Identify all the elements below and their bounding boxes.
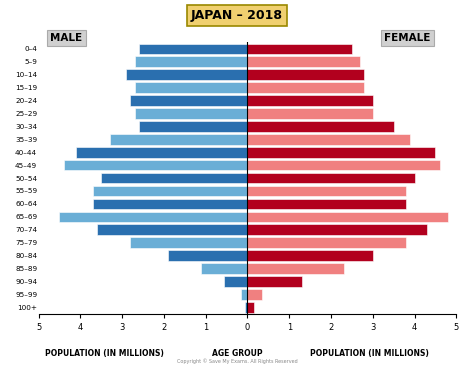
Bar <box>247 186 406 196</box>
Bar <box>247 134 410 145</box>
Bar <box>247 276 302 287</box>
Bar <box>135 82 247 93</box>
Bar <box>101 173 247 183</box>
Bar <box>247 302 254 312</box>
Bar <box>201 263 247 274</box>
Text: JAPAN – 2018: JAPAN – 2018 <box>191 9 283 22</box>
Bar <box>97 224 247 235</box>
Text: MALE: MALE <box>50 33 82 43</box>
Text: AGE GROUP: AGE GROUP <box>212 349 262 358</box>
Bar <box>130 95 247 106</box>
Bar <box>225 276 247 287</box>
Bar <box>247 69 365 80</box>
Bar <box>135 108 247 119</box>
Bar <box>130 237 247 248</box>
Bar <box>135 57 247 67</box>
Bar <box>139 43 247 54</box>
Bar <box>247 224 427 235</box>
Bar <box>247 173 415 183</box>
Bar <box>247 108 373 119</box>
Bar <box>109 134 247 145</box>
Bar <box>247 250 373 261</box>
Bar <box>139 121 247 132</box>
Bar <box>241 289 247 300</box>
Bar <box>247 199 406 209</box>
Bar <box>247 82 365 93</box>
Bar <box>126 69 247 80</box>
Bar <box>247 160 440 170</box>
Bar <box>247 121 394 132</box>
Bar <box>247 147 436 158</box>
Bar <box>247 57 360 67</box>
Bar <box>247 43 352 54</box>
Bar <box>76 147 247 158</box>
Text: FEMALE: FEMALE <box>384 33 431 43</box>
Bar <box>247 289 262 300</box>
Bar <box>247 211 448 222</box>
Bar <box>168 250 247 261</box>
Bar <box>246 302 247 312</box>
Bar <box>93 199 247 209</box>
Bar <box>247 237 406 248</box>
Bar <box>93 186 247 196</box>
Bar <box>247 95 373 106</box>
Bar <box>59 211 247 222</box>
Text: POPULATION (IN MILLIONS): POPULATION (IN MILLIONS) <box>310 349 429 358</box>
Bar <box>247 263 344 274</box>
Text: Copyright © Save My Exams. All Rights Reserved: Copyright © Save My Exams. All Rights Re… <box>177 359 297 364</box>
Text: POPULATION (IN MILLIONS): POPULATION (IN MILLIONS) <box>45 349 164 358</box>
Bar <box>64 160 247 170</box>
